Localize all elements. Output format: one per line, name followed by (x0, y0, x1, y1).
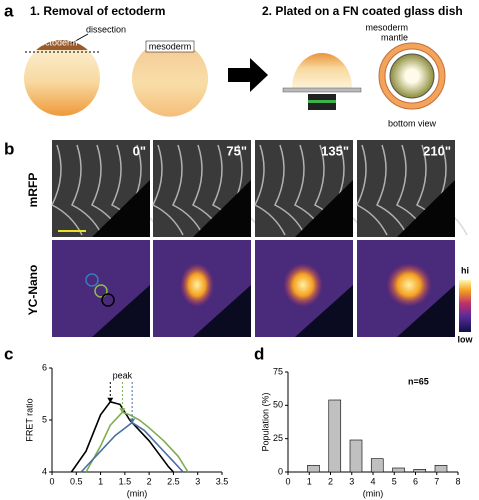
glass (282, 87, 362, 93)
charts: 0 0.5 1 1.5 2 2.5 3 3.5 4 5 6 (min) FRET ratio peak 0 1… (24, 362, 460, 498)
time-label: 135" (321, 143, 349, 158)
image-grid: 0" 75" 135" 210" (50, 140, 468, 337)
cell-edge (151, 144, 184, 236)
time-label: 210" (423, 143, 451, 158)
cell-edge (375, 144, 408, 236)
cell-edge (273, 144, 306, 236)
cell-edge (171, 144, 204, 236)
ring-inner (389, 53, 435, 99)
dark-region (295, 285, 353, 337)
y-axis-label: Population (%) (260, 392, 270, 451)
x-tick-label: 2 (328, 476, 333, 486)
bar (307, 465, 320, 473)
x-axis-label: (min) (363, 488, 384, 498)
y-tick-label: 75 (273, 366, 283, 376)
x-axis-label: (min) (127, 488, 148, 498)
x-tick-label: 7 (434, 476, 439, 486)
y-tick-label: 0 (278, 466, 283, 476)
label: ectoderm (40, 37, 78, 47)
row-label: mRFP (26, 173, 40, 208)
y-tick-label: 6 (42, 362, 47, 372)
objective-band (308, 100, 336, 103)
bar (392, 467, 405, 473)
y-tick-label: 25 (273, 433, 283, 443)
label: bottom view (388, 118, 437, 128)
dark-region (193, 285, 251, 337)
dark-region (92, 285, 150, 337)
colorbar-label: hi (461, 265, 469, 275)
step-title: 1. Removal of ectoderm (30, 4, 165, 18)
dark-region (295, 180, 353, 237)
x-tick-label: 4 (370, 476, 375, 486)
bar (328, 399, 342, 473)
y-tick-label: 50 (273, 400, 283, 410)
x-tick-label: 1 (98, 476, 103, 486)
cell-edge (355, 144, 388, 236)
x-tick-label: 0 (49, 476, 54, 486)
cell-edge (50, 144, 83, 236)
dark-region (92, 180, 150, 237)
x-tick-label: 2 (147, 476, 152, 486)
roi (101, 293, 115, 307)
x-tick-label: 3 (349, 476, 354, 486)
signal (386, 263, 432, 307)
panel-label: b (4, 139, 14, 158)
colorbar-label: low (458, 334, 474, 344)
x-tick-label: 1.5 (119, 476, 132, 486)
line (80, 421, 184, 473)
time-label: 75" (226, 143, 247, 158)
x-tick-label: 2.5 (167, 476, 180, 486)
pointer (69, 33, 89, 45)
row-label: YC-Nano (26, 265, 40, 316)
dome (292, 53, 352, 88)
dark-region (193, 180, 251, 237)
label-box (145, 40, 195, 53)
peak-marker (119, 408, 126, 414)
chart-title: n=65 (408, 376, 429, 386)
label: dissection (86, 24, 126, 34)
embryo (24, 40, 100, 116)
roi (94, 284, 108, 298)
cell-edge (253, 144, 286, 236)
signal (180, 263, 214, 307)
panel-label: c (4, 344, 13, 363)
bar (434, 465, 448, 473)
peak-marker (107, 397, 114, 403)
x-tick-label: 3.5 (216, 476, 229, 486)
x-tick-label: 0 (285, 476, 290, 486)
y-tick-label: 5 (42, 414, 47, 424)
panel-label: d (254, 344, 264, 363)
x-tick-label: 8 (455, 476, 460, 486)
x-tick-label: 6 (413, 476, 418, 486)
cell-edge (70, 144, 103, 236)
ectoderm-cap (36, 40, 88, 50)
colorbar (459, 280, 471, 332)
label: mesoderm (365, 22, 408, 32)
roi (85, 273, 99, 287)
arrow (228, 58, 268, 92)
y-axis-label: FRET ratio (24, 398, 34, 441)
panel-label: a (4, 1, 14, 20)
x-tick-label: 5 (392, 476, 397, 486)
x-tick-label: 3 (195, 476, 200, 486)
peak-marker (129, 418, 136, 424)
bar (349, 439, 363, 473)
bar (413, 469, 427, 473)
line (70, 400, 175, 473)
signal (283, 263, 323, 307)
explant (132, 50, 208, 117)
annotation: peak (113, 370, 133, 380)
y-tick-label: 4 (42, 466, 47, 476)
label: mesoderm (149, 41, 192, 51)
x-tick-label: 0.5 (70, 476, 83, 486)
x-tick-label: 1 (307, 476, 312, 486)
bar (370, 458, 384, 473)
label: mantle (381, 32, 408, 42)
dark-region (397, 285, 455, 337)
step-title: 2. Plated on a FN coated glass dish (262, 4, 463, 18)
dark-region (397, 180, 455, 237)
time-label: 0" (133, 143, 146, 158)
line (85, 411, 189, 473)
